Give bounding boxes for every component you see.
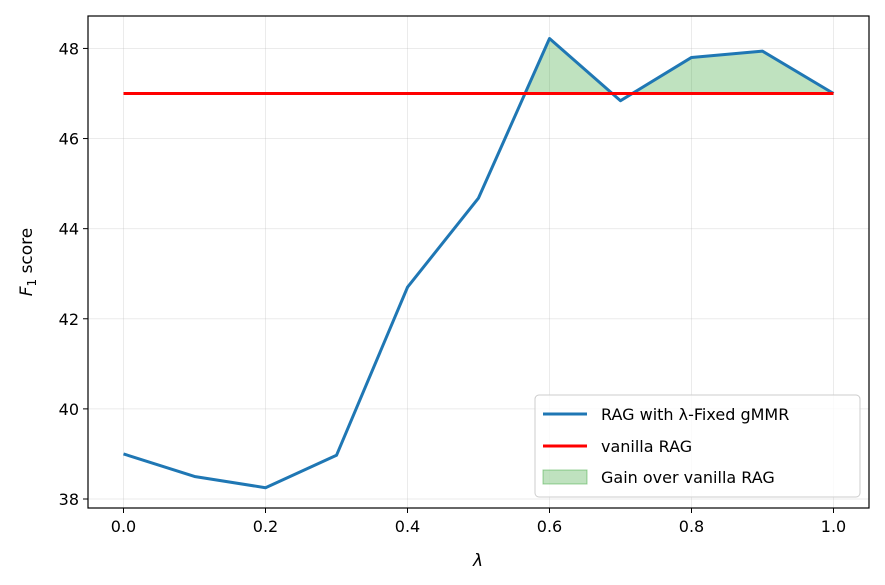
gain-fill-layer: [525, 38, 834, 94]
x-tick-label-1: 0.2: [253, 517, 278, 536]
gain-fill-region-1: [632, 51, 834, 94]
legend-label-vanilla: vanilla RAG: [601, 437, 692, 456]
legend-label-gain: Gain over vanilla RAG: [601, 468, 775, 487]
x-tick-label-2: 0.4: [395, 517, 420, 536]
x-tick-label-3: 0.6: [537, 517, 562, 536]
legend-box: [534, 394, 861, 498]
grid: [88, 16, 869, 508]
y-tick-label-0: 38: [59, 490, 79, 509]
x-axis-label: λ: [472, 551, 483, 571]
y-tick-label-3: 44: [59, 220, 79, 239]
plot-area-frame: [87, 15, 870, 509]
y-axis-label-main: F: [17, 286, 37, 296]
legend-swatch-gain: [542, 469, 588, 485]
x-tick-label-4: 0.8: [679, 517, 704, 536]
y-tick-label-4: 46: [59, 130, 79, 149]
x-tick-label-5: 1.0: [821, 517, 846, 536]
y-axis-label: F1 score: [17, 228, 39, 297]
legend: RAG with λ-Fixed gMMR vanilla RAG Gain o…: [534, 394, 861, 498]
y-axis-label-sub: 1: [25, 279, 39, 287]
axis-ticks: 0.0 0.2 0.4 0.6 0.8 1.0 38 40 42 44 46 48: [59, 39, 847, 536]
series-line-0: [123, 37, 835, 490]
series-lines: [123, 37, 835, 490]
y-tick-label-5: 48: [59, 39, 79, 58]
y-tick-label-2: 42: [59, 310, 79, 329]
legend-label-gmmr: RAG with λ-Fixed gMMR: [601, 405, 789, 424]
y-axis-label-rest: score: [17, 228, 37, 279]
y-tick-label-1: 40: [59, 400, 79, 419]
gain-fill-region-0: [525, 38, 613, 94]
x-tick-label-0: 0.0: [111, 517, 136, 536]
